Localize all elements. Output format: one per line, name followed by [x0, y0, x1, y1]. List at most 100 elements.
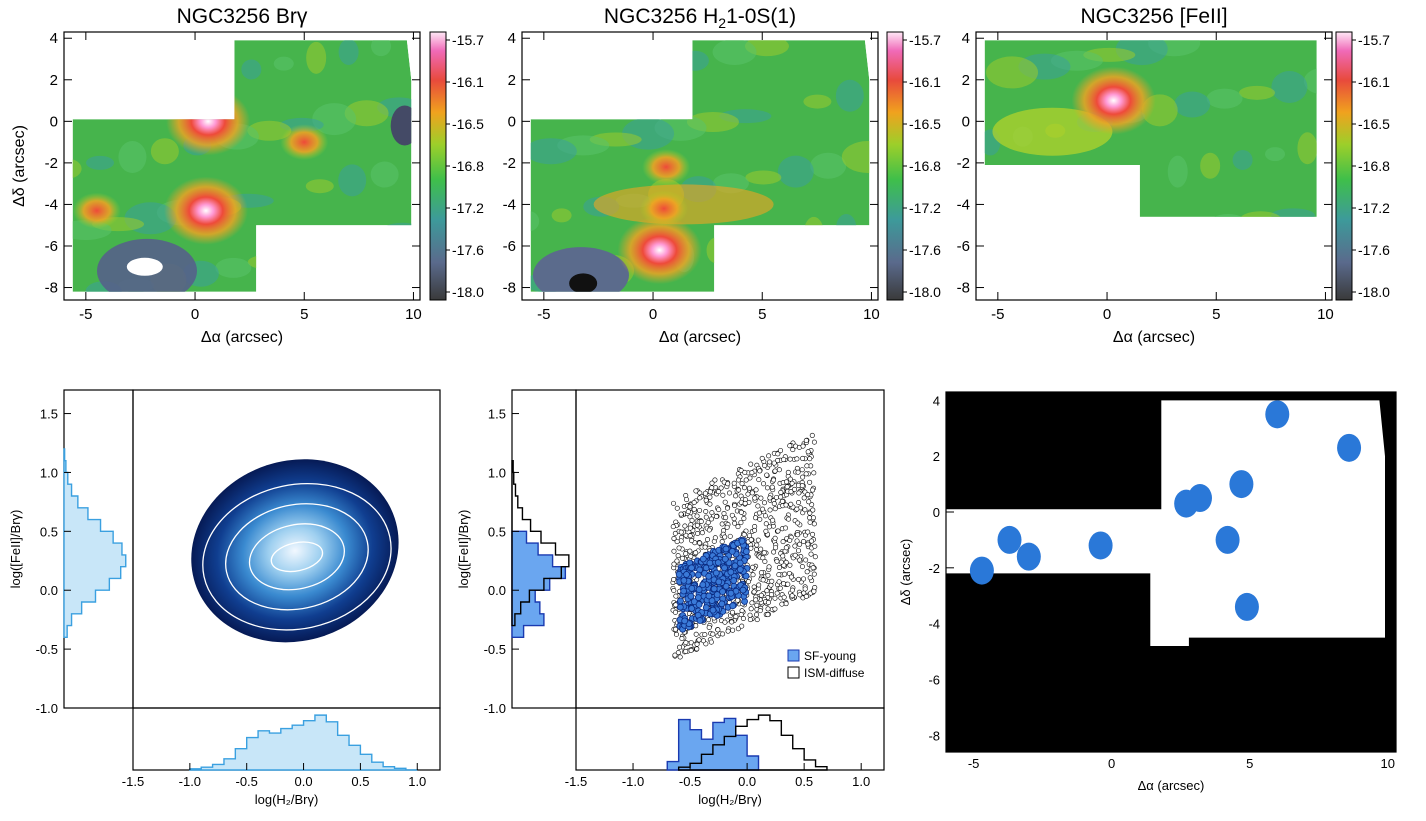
x-tick-label: 0 — [1108, 756, 1115, 771]
map-texture — [1200, 152, 1221, 179]
ism-diffuse-point — [675, 650, 681, 656]
x-tick-label: 10 — [863, 306, 880, 323]
ism-diffuse-point — [724, 505, 730, 511]
ism-diffuse-point — [792, 543, 798, 549]
ism-diffuse-point — [706, 527, 712, 533]
ism-diffuse-point — [739, 481, 745, 487]
map-texture — [1167, 155, 1188, 188]
ism-diffuse-point — [787, 443, 793, 449]
colorbar-tick-label: -15.7 — [452, 32, 484, 48]
sf-young-point — [688, 564, 695, 572]
sf-young-point — [676, 603, 684, 611]
x-tick-label: 5 — [1212, 306, 1220, 323]
ism-diffuse-point — [756, 477, 762, 483]
mask-footprint — [946, 400, 1385, 646]
ism-diffuse-point — [732, 520, 738, 526]
ism-diffuse-point — [678, 538, 684, 544]
ism-diffuse-point — [772, 506, 778, 512]
map-title: NGC3256 Brγ — [177, 5, 308, 28]
ism-diffuse-point — [796, 576, 802, 582]
map-title: NGC3256 [FeII] — [1080, 5, 1227, 28]
ism-diffuse-x-histogram — [677, 714, 828, 771]
y-tick-label: -1.0 — [36, 701, 58, 716]
sf-young-point — [702, 604, 710, 611]
ism-diffuse-point — [707, 489, 713, 495]
ism-diffuse-point — [709, 516, 715, 522]
colorbar-tick-label: -16.5 — [452, 116, 484, 132]
ism-diffuse-point — [746, 485, 752, 491]
ism-diffuse-point — [706, 624, 712, 630]
ism-diffuse-point — [689, 538, 695, 544]
y-tick-label: 4 — [508, 30, 516, 47]
ism-diffuse-point — [730, 627, 736, 633]
ism-diffuse-point — [707, 501, 713, 507]
plot-frame — [521, 31, 879, 301]
ism-diffuse-point — [774, 590, 780, 596]
map-texture — [986, 190, 1031, 217]
sf-young-point — [722, 582, 730, 590]
x-tick-label: 1.0 — [852, 774, 870, 789]
ism-diffuse-point — [749, 470, 755, 476]
y-tick-label: 1.5 — [488, 407, 506, 422]
map-texture — [771, 231, 792, 246]
map-texture — [92, 79, 137, 112]
sf-young-point — [710, 585, 718, 593]
ism-diffuse-point — [672, 609, 678, 615]
ism-diffuse-point — [796, 490, 802, 496]
y-tick-label: -8 — [957, 280, 970, 297]
map-texture — [1110, 231, 1138, 263]
ism-diffuse-point — [789, 593, 795, 599]
map-texture — [836, 214, 857, 241]
colorbar-tick-label: -16.8 — [909, 158, 941, 174]
colorbar — [429, 31, 447, 301]
ism-diffuse-point — [732, 503, 738, 509]
colorbar-tick-label: -16.5 — [909, 116, 941, 132]
map-texture — [1238, 211, 1283, 217]
ism-diffuse-point — [803, 593, 809, 599]
ism-diffuse-point — [783, 601, 789, 607]
map-texture — [810, 152, 847, 179]
map-texture — [841, 141, 870, 174]
ism-diffuse-point — [800, 455, 806, 461]
ism-diffuse-point — [788, 489, 794, 495]
map-base — [530, 40, 870, 292]
ism-diffuse-point — [775, 451, 781, 457]
ism-diffuse-point — [800, 474, 806, 480]
ism-diffuse-point — [811, 571, 817, 577]
y-tick-label: 1.5 — [40, 407, 58, 422]
ism-diffuse-point — [792, 486, 798, 492]
sf-young-point — [680, 577, 688, 584]
ism-diffuse-point — [745, 491, 751, 497]
ism-diffuse-point — [757, 468, 763, 474]
ism-diffuse-point — [807, 575, 813, 581]
ism-diffuse-point — [780, 553, 786, 559]
map-peak — [166, 87, 251, 156]
ism-diffuse-point — [725, 628, 731, 634]
ism-diffuse-point — [754, 542, 760, 548]
sf-young-region — [1337, 433, 1362, 462]
map-texture — [306, 41, 327, 74]
ism-diffuse-point — [673, 626, 679, 632]
x-axis-label: Δα (arcsec) — [201, 329, 283, 346]
x-tick-label: -1.5 — [122, 774, 144, 789]
y-tick-label: 4 — [962, 30, 970, 47]
sf-young-point — [695, 601, 703, 608]
ism-diffuse-point — [764, 485, 770, 491]
x-tick-label: 0 — [1103, 306, 1111, 323]
map-texture — [1077, 246, 1105, 260]
ism-diffuse-point — [749, 490, 755, 496]
ism-diffuse-point — [769, 578, 775, 584]
y-tick-label: -8 — [928, 728, 940, 743]
ism-diffuse-point — [804, 569, 810, 575]
x-axis-label: log(H₂/Brγ) — [255, 792, 319, 807]
ism-diffuse-point — [764, 588, 770, 594]
ism-diffuse-point — [712, 535, 718, 541]
ism-diffuse-point — [720, 631, 726, 637]
ism-diffuse-point — [736, 487, 742, 493]
map-texture — [648, 53, 677, 80]
ism-diffuse-point — [799, 483, 805, 489]
map-image — [72, 40, 412, 292]
y-tick-label: 0.5 — [40, 524, 58, 539]
map-texture — [1206, 88, 1243, 109]
ism-diffuse-point — [753, 597, 759, 603]
